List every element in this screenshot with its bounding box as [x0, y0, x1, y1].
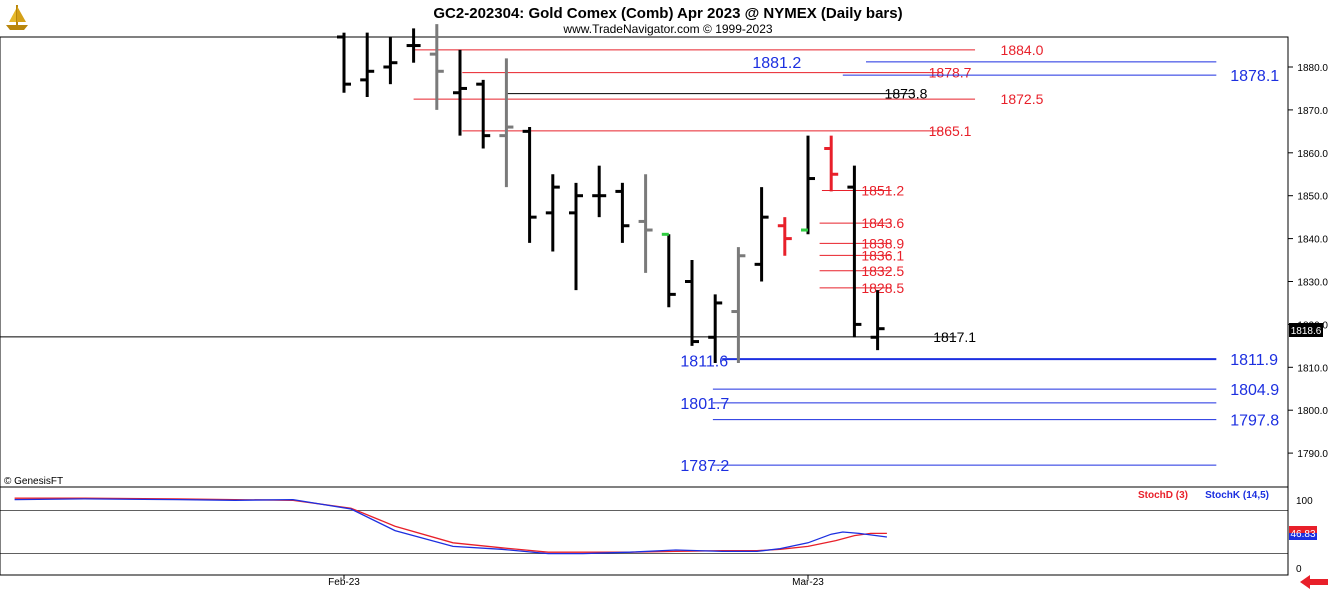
time-axis: Feb-23 Mar-23: [328, 575, 824, 588]
last-price-label: 1818.6: [1291, 326, 1322, 337]
stochastic-lines: [0, 497, 1288, 555]
osc-last-value-tag-red: [1289, 526, 1317, 533]
level-label: 1865.1: [929, 123, 972, 139]
price-tick-label: 1880.0: [1297, 63, 1328, 74]
level-label: 1801.7: [680, 396, 729, 413]
level-label: 1828.5: [861, 280, 904, 296]
level-label: 1838.9: [861, 235, 904, 251]
ohlc-bars: [337, 24, 885, 364]
genesis-watermark: © GenesisFT: [4, 476, 63, 487]
level-label: 1787.2: [680, 458, 729, 475]
support-resistance-levels: 1884.0 1881.2 1878.7 1878.1 1873.8 1872.5 1865…: [0, 42, 1279, 475]
chart-title: GC2-202304: Gold Comex (Comb) Apr 2023 @…: [433, 5, 902, 22]
level-label: 1851.2: [861, 183, 904, 199]
chart-subtitle: www.TradeNavigator.com © 1999-2023: [562, 22, 772, 36]
level-label: 1884.0: [1001, 42, 1044, 58]
osc-series-line: [14, 497, 887, 553]
osc-series-line: [14, 498, 887, 555]
level-label: 1804.9: [1230, 382, 1279, 399]
level-label: 1832.5: [861, 263, 904, 279]
legend-stochd: StochD (3): [1138, 490, 1188, 501]
level-label: 1872.5: [1001, 91, 1044, 107]
price-tick-label: 1810.0: [1297, 363, 1328, 374]
level-label: 1881.2: [752, 55, 801, 72]
level-label: 1878.7: [929, 65, 972, 81]
level-label: 1843.6: [861, 215, 904, 231]
price-tick-label: 1860.0: [1297, 149, 1328, 160]
level-label: 1811.9: [1230, 352, 1278, 369]
level-label: 1836.1: [861, 247, 904, 263]
stochastic-panel: [0, 486, 1289, 576]
level-label: 1878.1: [1230, 68, 1279, 85]
level-label: 1817.1: [933, 329, 976, 345]
price-tick-label: 1830.0: [1297, 278, 1328, 289]
osc-tick-label: 0: [1296, 564, 1302, 575]
price-tick-label: 1870.0: [1297, 106, 1328, 117]
level-label: 1873.8: [885, 86, 928, 102]
level-label: 1797.8: [1230, 413, 1279, 430]
sailboat-logo-icon: [2, 2, 32, 32]
price-tick-label: 1840.0: [1297, 235, 1328, 246]
time-tick-label: Mar-23: [792, 577, 824, 588]
price-tick-label: 1790.0: [1297, 449, 1328, 460]
red-left-arrow-icon[interactable]: [1300, 575, 1328, 589]
price-tick-label: 1800.0: [1297, 406, 1328, 417]
legend-stochk: StochK (14,5): [1205, 490, 1269, 501]
osc-last-value-label: 46.83: [1290, 529, 1315, 540]
price-tick-label: 1850.0: [1297, 192, 1328, 203]
level-label: 1811.6: [680, 353, 728, 370]
last-price-tag: [1289, 323, 1323, 337]
time-tick-label: Feb-23: [328, 577, 360, 588]
stochastic-axis: 0 100: [1296, 496, 1313, 575]
osc-tick-label: 100: [1296, 496, 1313, 507]
price-axis: 1790.01800.01810.01820.01830.01840.01850…: [1288, 63, 1328, 460]
